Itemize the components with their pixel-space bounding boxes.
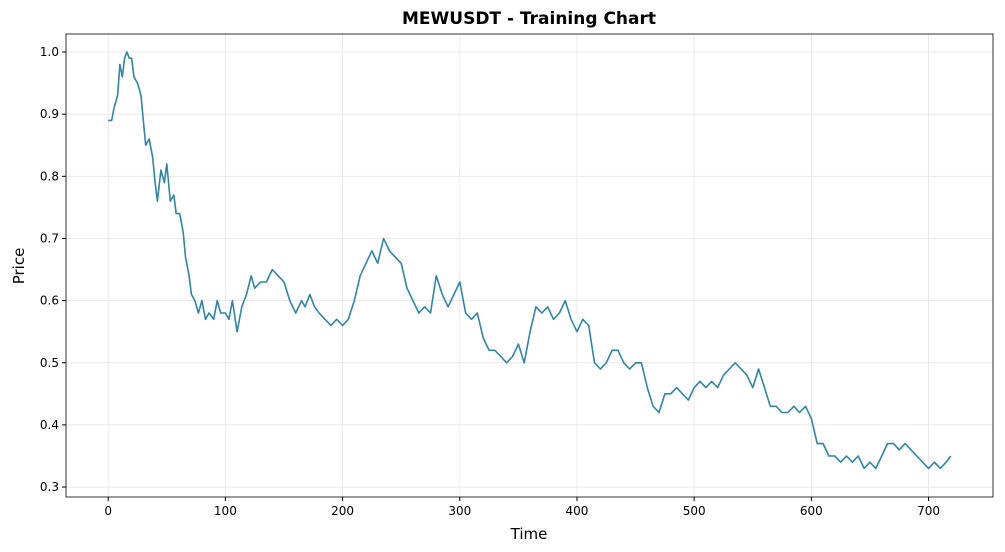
y-tick-label: 0.8 bbox=[40, 169, 59, 183]
y-axis-label: Price bbox=[10, 248, 28, 285]
y-tick-label: 0.5 bbox=[40, 356, 59, 370]
y-tick-label: 0.6 bbox=[40, 294, 59, 308]
y-tick-label: 0.4 bbox=[40, 418, 59, 432]
x-tick-label: 600 bbox=[800, 504, 823, 518]
x-tick-label: 0 bbox=[104, 504, 112, 518]
x-axis-label: Time bbox=[510, 525, 548, 543]
x-tick-label: 200 bbox=[331, 504, 354, 518]
x-tick-label: 700 bbox=[917, 504, 940, 518]
x-tick-label: 100 bbox=[214, 504, 237, 518]
x-tick-label: 300 bbox=[448, 504, 471, 518]
x-tick-label: 400 bbox=[566, 504, 589, 518]
x-tick-label: 500 bbox=[683, 504, 706, 518]
y-tick-label: 0.9 bbox=[40, 107, 59, 121]
plot-frame bbox=[65, 33, 994, 498]
price-line bbox=[108, 51, 952, 470]
chart-title: MEWUSDT - Training Chart bbox=[402, 9, 656, 29]
y-tick-label: 1.0 bbox=[40, 45, 59, 59]
y-tick-label: 0.7 bbox=[40, 231, 59, 245]
y-tick-label: 0.3 bbox=[40, 480, 59, 494]
